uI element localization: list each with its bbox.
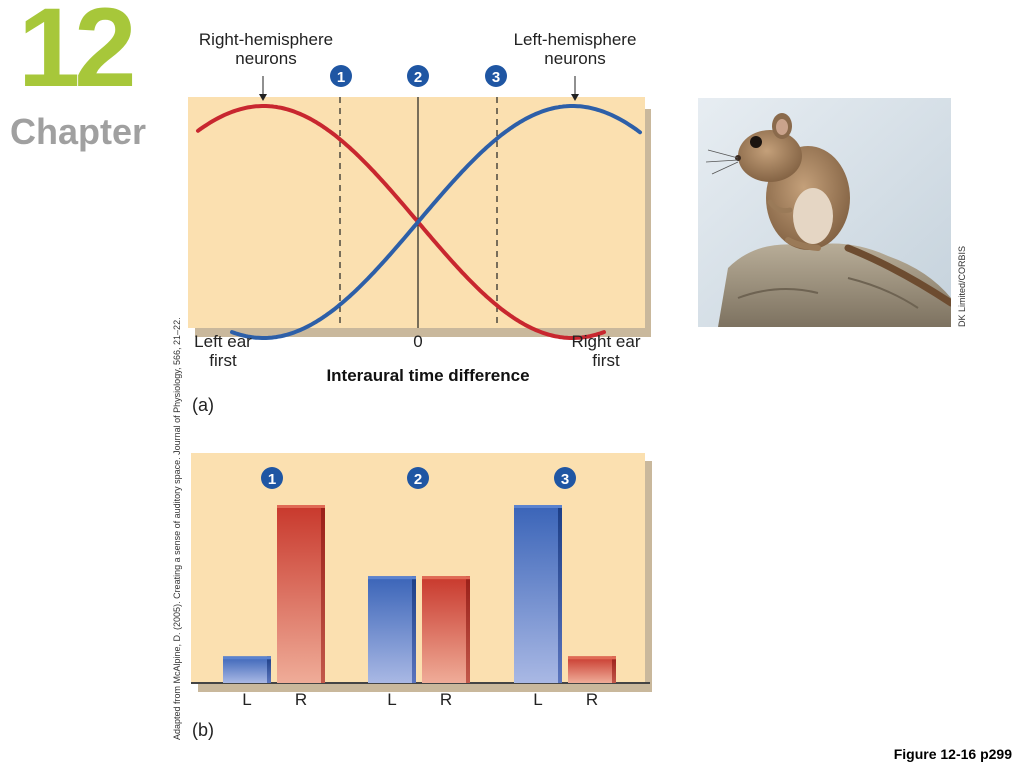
figure-caption: Figure 12-16 p299 [893,746,1012,762]
bar-group [223,505,616,683]
marker-1-badge-text: 1 [337,69,345,86]
x-axis-label: Interaural time difference [326,366,530,385]
bar-label-group2-R: R [439,690,453,709]
marker-2-badge: 2 [407,65,429,87]
chapter-number: 12 [18,0,137,110]
bar-side-group1-L [267,656,271,683]
panel-a-background [188,97,645,328]
gerbil-photo [698,98,951,327]
bar-label-group2-L: L [387,690,397,709]
bar-side-group2-R [466,576,470,683]
right-hemisphere-label: Right-hemisphere neurons [180,30,352,68]
x-tick-right: Right ear first [571,332,641,370]
group-1-badge: 1 [261,467,283,489]
x-tick-center: 0 [413,332,423,351]
bar-top-group1-L [223,656,271,660]
bar-side-group3-R [612,656,616,683]
panel-b-background [191,453,645,683]
bar-group3-R [568,656,616,683]
left-hemisphere-curve [230,104,642,340]
chapter-word: Chapter [10,111,147,152]
group-3-badge-text: 3 [561,471,569,488]
bar-side-group2-L [412,576,416,683]
gerbil-illustration [698,98,951,327]
marker-2-badge-text: 2 [414,69,422,86]
left-hemisphere-label-text: Left-hemisphere neurons [513,30,637,68]
bar-label-group3-R: R [585,690,599,709]
photo-credit: DK Limited/CORBIS [957,245,967,327]
panel-a-label: (a) [192,395,214,415]
bar-top-group3-L [514,505,562,508]
right-hemisphere-curve [196,104,606,340]
right-hemisphere-arrowhead [259,94,267,101]
group-1-badge-text: 1 [268,471,276,488]
x-tick-left: Left ear first [194,332,252,370]
bar-top-group1-R [277,505,325,508]
bar-side-group1-R [321,505,325,683]
bar-group3-L [514,505,562,683]
bar-group1-R [277,505,325,683]
bar-side-group3-L [558,505,562,683]
left-hemisphere-label: Left-hemisphere neurons [490,30,660,68]
bar-top-group2-R [422,576,470,580]
panel-b-label: (b) [192,720,214,740]
right-hemisphere-label-text: Right-hemisphere neurons [198,30,334,68]
bar-label-group1-L: L [242,690,252,709]
source-credit: Adapted from McAlpine, D. (2005). Creati… [172,317,182,740]
group-2-badge-text: 2 [414,471,422,488]
bar-group2-L [368,576,416,683]
group-3-badge: 3 [554,467,576,489]
bar-group1-L [223,656,271,683]
group-2-badge: 2 [407,467,429,489]
marker-3-badge-text: 3 [492,69,500,86]
bar-label-group3-L: L [533,690,543,709]
marker-3-badge: 3 [485,65,507,87]
left-hemisphere-arrowhead [571,94,579,101]
bar-top-group3-R [568,656,616,660]
bar-top-group2-L [368,576,416,580]
bar-group2-R [422,576,470,683]
marker-1-badge: 1 [330,65,352,87]
bar-label-group1-R: R [294,690,308,709]
